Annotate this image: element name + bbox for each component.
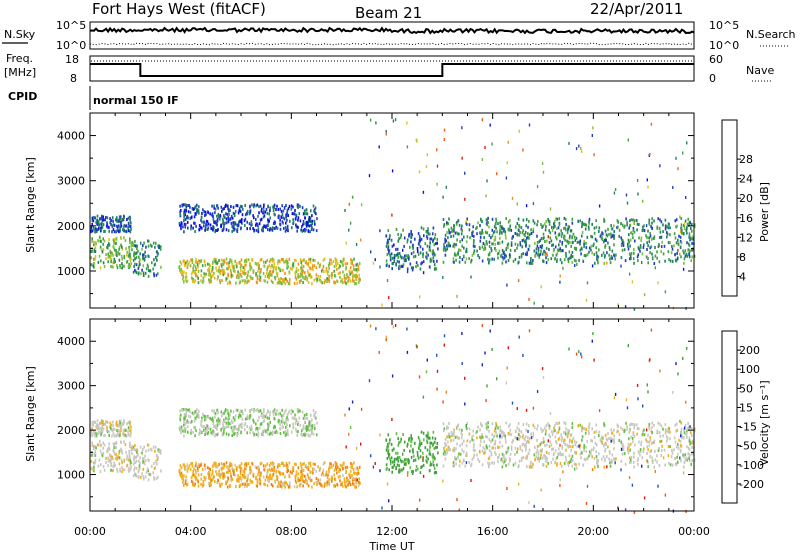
x-tick-label-2: 08:00 — [275, 525, 307, 538]
power-panel: 1000 2000 3000 4000 Slant Range [km] — [24, 112, 696, 311]
velocity-region-0 — [90, 439, 135, 474]
power-ytick-label-2: 3000 — [57, 175, 85, 188]
noise-search-label: N.Search — [746, 28, 796, 41]
noise-right-tick-high: 10^5 — [709, 19, 739, 32]
beam-label: Beam 21 — [355, 4, 422, 22]
velocity-cbar-tick-label-6: -100 — [739, 459, 764, 472]
power-region-1 — [90, 214, 132, 234]
power-ytick-label-1: 2000 — [57, 220, 85, 233]
noise-search-line — [89, 42, 695, 46]
power-cbar-tick-label-0: 4 — [739, 270, 746, 283]
vel-ytick-label-3: 4000 — [57, 335, 85, 348]
freq-tick-low: 8 — [70, 72, 77, 85]
noise-panel-frame — [89, 21, 695, 50]
velocity-cbar-frame — [721, 330, 738, 504]
velocity-region-6 — [442, 421, 696, 469]
velocity-cbar-tick-label-5: -50 — [739, 440, 757, 453]
x-tick-label-6: 00:00 — [678, 525, 710, 538]
power-colorbar-label: Power [dB] — [758, 182, 771, 242]
power-cbar-frame — [721, 119, 738, 297]
noise-right-tick-low: 10^0 — [709, 39, 739, 52]
freq-label: Freq. — [6, 52, 33, 65]
power-region-5 — [385, 226, 439, 272]
noise-left-tick-low: 10^0 — [56, 39, 86, 52]
power-scatter — [90, 118, 696, 311]
velocity-panel: 1000 2000 3000 4000 Slant Range [km] — [24, 318, 696, 514]
freq-unit: [MHz] — [4, 66, 36, 79]
vel-ytick-label-0: 1000 — [57, 469, 85, 482]
velocity-region-3 — [178, 461, 361, 489]
x-tick-label-4: 16:00 — [477, 525, 509, 538]
power-cbar-tick-label-1: 8 — [739, 251, 746, 264]
time-axis-label: Time UT — [368, 540, 414, 553]
nave-tick-high: 60 — [709, 53, 723, 66]
power-y-axis: 1000 2000 3000 4000 — [57, 130, 694, 295]
velocity-scatter — [90, 324, 696, 514]
velocity-y-axis: 1000 2000 3000 4000 — [57, 335, 694, 498]
power-region-0 — [90, 235, 135, 270]
velocity-region-2 — [132, 443, 162, 482]
x-tick-label-0: 00:00 — [74, 525, 106, 538]
date-label: 22/Apr/2011 — [590, 0, 683, 18]
station-title: Fort Hays West (fitACF) — [92, 0, 266, 18]
power-cbar-tick-label-4: 20 — [739, 192, 753, 205]
power-region-3 — [178, 257, 361, 286]
cpid-label: CPID — [8, 90, 37, 103]
velocity-cbar-tick-label-3: 15 — [739, 401, 753, 414]
time-axis: 00:00 04:00 08:00 12:00 16:00 20:00 00:00 — [74, 113, 710, 538]
power-cbar-tick-label-3: 16 — [739, 212, 753, 225]
velocity-region-1 — [90, 419, 132, 438]
power-cbar-tick-label-6: 28 — [739, 153, 753, 166]
velocity-colorbar: 200 100 50 15 -15 -50 -100 -200 Velocity [m s⁻¹… — [721, 330, 771, 504]
vel-ytick-label-2: 3000 — [57, 380, 85, 393]
nave-tick-low: 0 — [709, 72, 716, 85]
x-tick-label-1: 04:00 — [175, 525, 207, 538]
power-y-label: Slant Range [km] — [24, 157, 37, 253]
velocity-y-label: Slant Range [km] — [24, 366, 37, 462]
x-tick-label-3: 12:00 — [376, 525, 408, 538]
x-tick-label-5: 20:00 — [577, 525, 609, 538]
power-region-6 — [442, 216, 696, 265]
noise-panel: N.Sky 10^5 10^0 10^5 10^0 N.Search — [2, 19, 796, 52]
nave-label: Nave — [746, 64, 774, 77]
power-cbar-tick-label-2: 12 — [739, 231, 753, 244]
velocity-cbar-tick-label-7: -200 — [739, 478, 764, 491]
power-cbar-tick-label-5: 24 — [739, 173, 753, 186]
velocity-region-4 — [178, 407, 318, 438]
power-ytick-label-0: 1000 — [57, 265, 85, 278]
velocity-cbar-tick-label-2: 50 — [739, 382, 753, 395]
power-region-2 — [132, 239, 162, 278]
noise-sky-label: N.Sky — [4, 28, 36, 41]
velocity-cbar-tick-label-0: 200 — [739, 344, 760, 357]
noise-left-tick-high: 10^5 — [56, 19, 86, 32]
freq-panel-frame — [89, 55, 695, 82]
cpid-program: normal 150 IF — [93, 94, 179, 107]
power-colorbar: 4 8 12 16 20 24 28 Power [dB] — [721, 119, 771, 297]
power-region-4 — [178, 203, 318, 234]
vel-ytick-label-1: 2000 — [57, 424, 85, 437]
power-ytick-label-3: 4000 — [57, 130, 85, 143]
velocity-region-5 — [385, 430, 439, 475]
velocity-cbar-tick-label-4: -15 — [739, 421, 757, 434]
velocity-colorbar-label: Velocity [m s⁻¹] — [758, 380, 771, 465]
velocity-cbar-tick-label-1: 100 — [739, 363, 760, 376]
freq-tick-high: 18 — [65, 53, 79, 66]
noise-sky-line — [89, 26, 695, 35]
freq-line — [90, 63, 694, 77]
freq-panel: Freq. [MHz] 18 8 60 0 Nave — [4, 52, 774, 85]
